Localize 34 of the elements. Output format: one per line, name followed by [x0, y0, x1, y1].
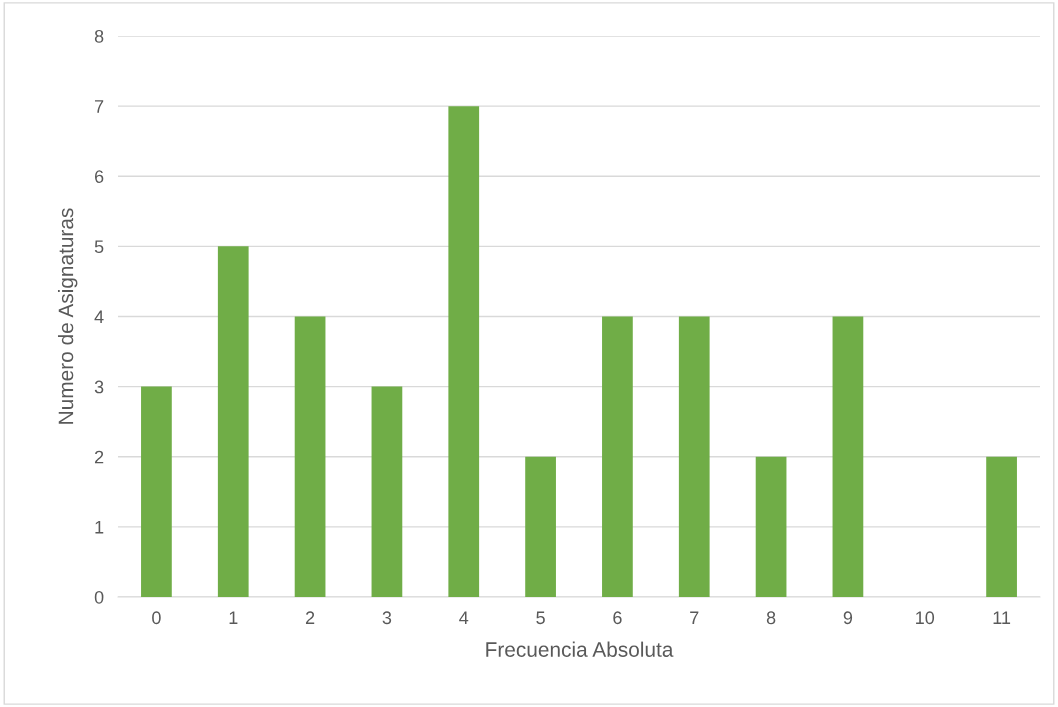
x-tick-label: 3 [382, 611, 392, 625]
y-tick-label: 3 [94, 380, 104, 394]
x-tick-label: 9 [843, 611, 853, 625]
x-axis-title: Frecuencia Absoluta [486, 641, 674, 657]
bar [371, 386, 403, 597]
bar [986, 456, 1017, 597]
bar [602, 316, 633, 597]
bar [755, 456, 787, 597]
y-tick-label: 4 [94, 310, 104, 324]
y-tick-label: 6 [94, 170, 104, 183]
x-tick-label: 0 [152, 611, 161, 625]
x-tick-label: 6 [613, 611, 622, 625]
bar [294, 316, 326, 597]
y-tick-label: 1 [95, 521, 104, 534]
y-axis-title: Numero de Asignaturas [57, 208, 78, 424]
x-tick-label: 11 [993, 611, 1011, 624]
bar [525, 456, 556, 597]
bar [678, 316, 710, 597]
y-tick-label: 0 [94, 590, 104, 604]
x-tick-label: 5 [536, 611, 545, 625]
x-tick-label: 4 [459, 611, 469, 624]
x-tick-label: 1 [229, 611, 238, 624]
y-tick-label: 7 [95, 100, 104, 113]
x-tick-label: 10 [916, 611, 935, 625]
y-tick-label: 2 [94, 450, 104, 464]
x-tick-label: 2 [305, 611, 315, 624]
bar [448, 106, 480, 597]
y-tick-label: 5 [94, 240, 104, 254]
y-tick-label: 8 [94, 29, 104, 43]
x-tick-label: 7 [690, 611, 699, 624]
bar [832, 316, 864, 597]
x-tick-label: 8 [766, 611, 776, 625]
bar [141, 386, 172, 597]
bar [217, 246, 249, 597]
